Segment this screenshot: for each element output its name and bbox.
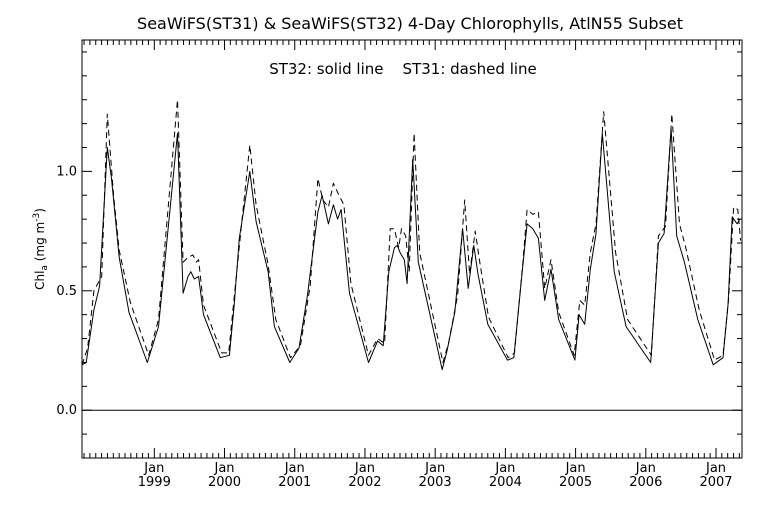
y-label-main: Chl	[33, 271, 47, 290]
y-tick-label: 0.0	[56, 403, 77, 418]
x-tick-year-label: 2000	[208, 475, 241, 490]
y-axis: 0.0 0.5 1.0	[56, 51, 742, 435]
x-tick-year-label: 2002	[348, 475, 381, 490]
y-label-subscript: a	[40, 265, 50, 271]
x-tick-year-label: 2001	[278, 475, 311, 490]
x-axis: Jan1999Jan2000Jan2001Jan2002Jan2003Jan20…	[83, 40, 740, 490]
series-line-st32	[81, 127, 741, 371]
y-label-unit: (mg m	[33, 222, 47, 265]
y-axis-label: Chla (mg m-3)	[32, 208, 50, 290]
chart-title: SeaWiFS(ST31) & SeaWiFS(ST32) 4-Day Chlo…	[137, 14, 683, 33]
series-line-st31	[81, 99, 742, 365]
y-label-exponent: -3	[32, 213, 42, 222]
x-tick-year-label: 1999	[138, 475, 171, 490]
x-tick-month-label: Jan	[143, 461, 164, 476]
y-label-close: )	[33, 208, 47, 213]
x-tick-year-label: 2004	[489, 475, 522, 490]
x-tick-month-label: Jan	[284, 461, 305, 476]
x-tick-year-label: 2005	[559, 475, 592, 490]
x-tick-month-label: Jan	[214, 461, 235, 476]
y-tick-label: 1.0	[56, 164, 77, 179]
x-tick-month-label: Jan	[354, 461, 375, 476]
x-tick-month-label: Jan	[635, 461, 656, 476]
x-tick-year-label: 2006	[629, 475, 662, 490]
series-group	[81, 99, 742, 371]
line-style-annotation: ST32: solid line ST31: dashed line	[269, 60, 537, 78]
x-tick-month-label: Jan	[424, 461, 445, 476]
x-tick-month-label: Jan	[565, 461, 586, 476]
plot-area: 0.00.51.0 Jan1999Jan2000Jan2001Jan2002Ja…	[56, 39, 743, 490]
x-tick-year-label: 2003	[419, 475, 452, 490]
y-tick-label: 0.5	[56, 284, 77, 299]
x-tick-month-label: Jan	[705, 461, 726, 476]
x-tick-year-label: 2007	[699, 475, 732, 490]
x-tick-month-label: Jan	[494, 461, 515, 476]
